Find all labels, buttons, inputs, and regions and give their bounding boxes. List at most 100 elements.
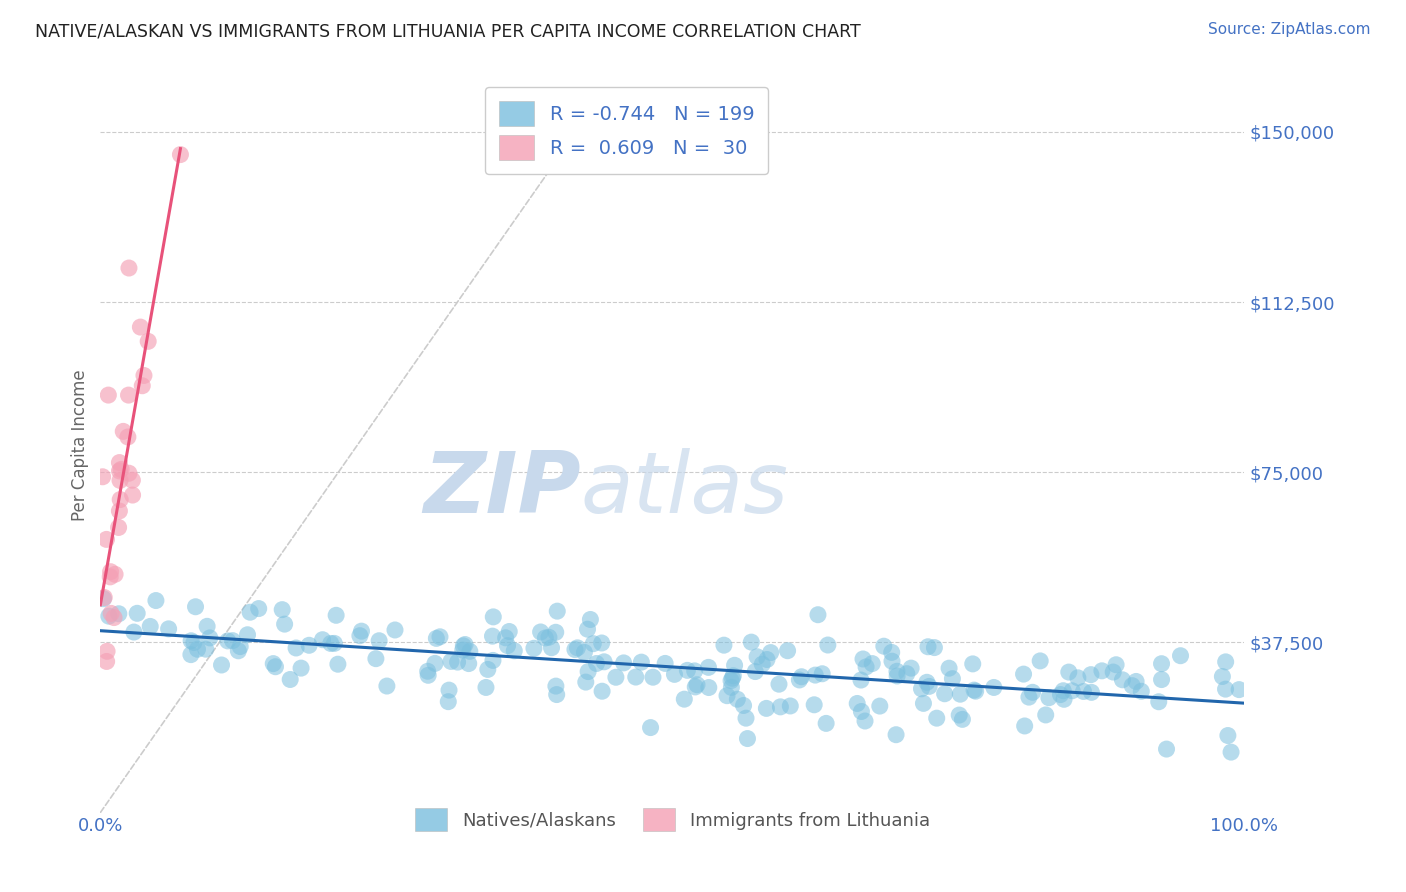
Point [290,661,312,675]
Point [458,644,481,658]
Point [685,680,707,694]
Point [740,635,762,649]
Point [103,610,125,624]
Point [375,679,398,693]
Point [326,657,349,672]
Point [789,673,811,687]
Point [720,673,742,688]
Point [211,658,233,673]
Text: Source: ZipAtlas.com: Source: ZipAtlas.com [1208,22,1371,37]
Point [534,631,557,645]
Point [121,488,143,502]
Point [1052,683,1074,698]
Text: ZIP: ZIP [423,448,581,531]
Point [425,632,447,646]
Point [194,642,217,657]
Point [804,668,827,682]
Point [983,681,1005,695]
Point [725,692,748,706]
Point [852,652,875,666]
Point [697,660,720,674]
Point [938,661,960,675]
Point [186,642,208,657]
Point [1073,684,1095,698]
Point [918,679,941,693]
Point [873,639,896,653]
Point [145,593,167,607]
Point [271,602,294,616]
Point [157,622,180,636]
Point [97,609,120,624]
Point [751,657,773,672]
Point [683,664,706,678]
Point [1147,695,1170,709]
Point [108,456,131,470]
Point [1062,683,1084,698]
Point [934,687,956,701]
Point [262,657,284,671]
Point [962,657,984,671]
Point [576,622,599,636]
Point [720,681,742,695]
Point [503,644,526,658]
Point [593,655,616,669]
Point [184,599,207,614]
Point [769,699,792,714]
Point [1053,692,1076,706]
Point [198,631,221,645]
Point [127,607,149,621]
Point [1080,667,1102,681]
Point [910,681,932,696]
Point [546,604,568,618]
Point [437,683,460,698]
Point [118,260,141,275]
Point [1170,648,1192,663]
Point [912,697,935,711]
Point [110,462,132,476]
Point [236,628,259,642]
Point [1105,657,1128,672]
Point [1156,742,1178,756]
Point [228,644,250,658]
Point [735,711,758,725]
Point [418,668,440,682]
Point [131,378,153,392]
Point [952,712,974,726]
Point [454,638,477,652]
Point [1049,688,1071,702]
Point [169,147,191,161]
Point [423,657,446,671]
Point [350,624,373,639]
Point [817,638,839,652]
Point [733,698,755,713]
Point [429,630,451,644]
Point [122,625,145,640]
Point [574,645,596,659]
Point [1215,682,1237,697]
Point [323,636,346,650]
Point [1227,682,1250,697]
Point [1012,667,1035,681]
Point [1211,669,1233,683]
Point [180,648,202,662]
Point [1057,665,1080,679]
Text: atlas: atlas [581,448,789,531]
Point [640,721,662,735]
Point [779,698,801,713]
Point [482,610,505,624]
Point [807,607,830,622]
Point [811,666,834,681]
Point [530,624,553,639]
Point [129,320,152,334]
Point [851,705,873,719]
Point [900,661,922,675]
Point [96,644,118,658]
Point [676,664,699,678]
Point [117,430,139,444]
Point [1080,685,1102,699]
Point [723,669,745,683]
Point [546,688,568,702]
Point [446,655,468,669]
Point [91,469,114,483]
Point [917,640,939,654]
